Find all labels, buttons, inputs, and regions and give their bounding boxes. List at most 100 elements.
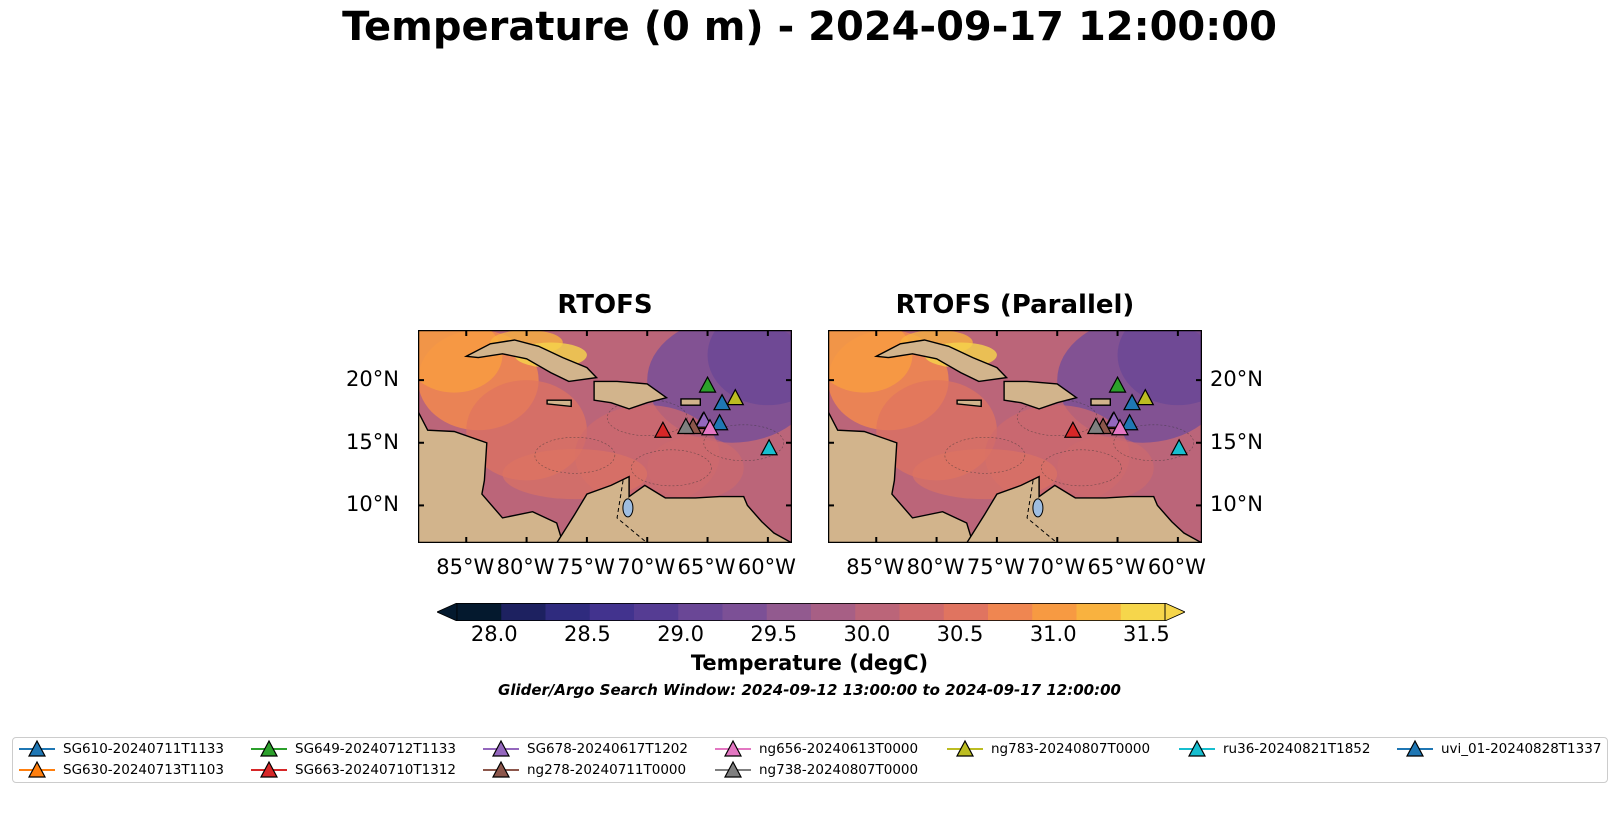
colorbar-tick-label: 30.5 bbox=[936, 622, 984, 646]
lon-label-right: 75°W bbox=[966, 555, 1025, 579]
bathymetry-contour bbox=[631, 449, 712, 487]
legend-label: ng656-20240613T0000 bbox=[759, 741, 919, 757]
lon-label-right: 80°W bbox=[906, 555, 965, 579]
bathymetry-contour bbox=[534, 436, 616, 474]
country-border bbox=[1026, 480, 1058, 543]
panel-title-rtofs-parallel: RTOFS (Parallel) bbox=[895, 290, 1135, 320]
legend-item: ng656-20240613T0000 bbox=[715, 739, 918, 759]
lon-label-left: 70°W bbox=[617, 555, 676, 579]
legend-label: SG663-20240710T1312 bbox=[295, 762, 456, 778]
lon-label-right: 60°W bbox=[1147, 555, 1206, 579]
colorbar-segment bbox=[855, 603, 900, 621]
colorbar-tick-label: 28.0 bbox=[470, 622, 518, 646]
legend-marker-icon bbox=[483, 739, 519, 757]
colorbar-title: Temperature (degC) bbox=[690, 651, 929, 675]
legend-label: uvi_01-20240828T1337 bbox=[1441, 741, 1602, 757]
temperature-patch bbox=[828, 330, 913, 393]
bathymetry-contour bbox=[1113, 424, 1195, 462]
lat-label-right: 15°N bbox=[1210, 429, 1263, 454]
legend-label: SG678-20240617T1202 bbox=[527, 741, 688, 757]
bathymetry-contour bbox=[944, 436, 1026, 474]
legend-item: ng783-20240807T0000 bbox=[947, 739, 1150, 759]
land-puertoRico bbox=[680, 398, 701, 406]
lon-label-left: 65°W bbox=[677, 555, 736, 579]
colorbar-tick-label: 30.0 bbox=[843, 622, 891, 646]
legend-label: ng783-20240807T0000 bbox=[991, 741, 1151, 757]
colorbar-segment bbox=[766, 603, 812, 621]
map-svg bbox=[418, 330, 792, 543]
legend-marker-icon bbox=[251, 760, 287, 778]
legend-label: ng278-20240711T0000 bbox=[527, 762, 687, 778]
glider-marker-uvi_01-20240828T1337 bbox=[1123, 393, 1142, 411]
lon-label-left: 60°W bbox=[737, 555, 796, 579]
country-border bbox=[616, 480, 648, 543]
colorbar-min-extend bbox=[436, 602, 458, 622]
legend-label: ng738-20240807T0000 bbox=[759, 762, 919, 778]
colorbar-border bbox=[456, 603, 1166, 621]
lat-label-left: 20°N bbox=[346, 367, 399, 392]
figure-title: Temperature (0 m) - 2024-09-17 12:00:00 bbox=[342, 4, 1277, 50]
lat-label-left: 15°N bbox=[346, 429, 399, 454]
legend-marker-icon bbox=[1397, 739, 1433, 757]
legend-marker-icon bbox=[715, 760, 751, 778]
glider-marker-ru36-20240821T1852 bbox=[1170, 438, 1189, 456]
colorbar-tick-label: 29.0 bbox=[657, 622, 704, 646]
bathymetry-contour bbox=[1041, 449, 1122, 487]
lon-label-right: 85°W bbox=[846, 555, 905, 579]
legend-item: uvi_01-20240828T1337 bbox=[1397, 739, 1601, 759]
glider-marker-SG610-20240711T1133 bbox=[1120, 413, 1139, 431]
colorbar-segment bbox=[722, 603, 768, 621]
colorbar-segment bbox=[634, 603, 679, 621]
legend-item: SG663-20240710T1312 bbox=[251, 760, 456, 780]
lon-label-left: 85°W bbox=[436, 555, 495, 579]
glider-marker-SG663-20240710T1312 bbox=[1063, 420, 1082, 438]
land-centralAmerica bbox=[828, 330, 974, 543]
glider-marker-SG663-20240710T1312 bbox=[653, 420, 672, 438]
map-frame-border bbox=[418, 330, 792, 543]
glider-marker-uvi_01-20240828T1337 bbox=[713, 393, 732, 411]
colorbar-segment bbox=[457, 603, 502, 621]
land-puertoRico bbox=[1090, 398, 1111, 406]
colorbar bbox=[436, 602, 1186, 622]
glider-marker-ng738-20240807T0000 bbox=[676, 417, 695, 435]
lake-maracaibo bbox=[622, 498, 634, 518]
lat-label-right: 10°N bbox=[1210, 492, 1263, 517]
legend-label: SG610-20240711T1133 bbox=[63, 741, 224, 757]
lake-maracaibo bbox=[1032, 498, 1044, 518]
panel-title-rtofs: RTOFS bbox=[557, 290, 653, 320]
colorbar-segment bbox=[811, 603, 856, 621]
colorbar-segment bbox=[501, 603, 546, 621]
glider-marker-ng738-20240807T0000 bbox=[1086, 417, 1105, 435]
temperature-patch bbox=[647, 436, 744, 500]
legend-item: ru36-20240821T1852 bbox=[1179, 739, 1370, 759]
legend-marker-icon bbox=[947, 739, 983, 757]
land-cuba bbox=[463, 339, 599, 383]
colorbar-segment bbox=[1120, 603, 1166, 621]
land-jamaica bbox=[546, 399, 572, 408]
legend-label: SG649-20240712T1133 bbox=[295, 741, 456, 757]
colorbar-tick-label: 28.5 bbox=[564, 622, 611, 646]
temperature-patch bbox=[418, 330, 503, 393]
temperature-patch bbox=[1057, 436, 1154, 500]
legend-marker-icon bbox=[251, 739, 287, 757]
glider-marker-ru36-20240821T1852 bbox=[760, 438, 779, 456]
lon-label-left: 75°W bbox=[556, 555, 615, 579]
legend-item: SG630-20240713T1103 bbox=[19, 760, 224, 780]
land-centralAmerica bbox=[418, 330, 564, 543]
map-panel-rtofs-parallel bbox=[828, 330, 1202, 543]
lat-label-left: 10°N bbox=[346, 492, 399, 517]
legend-item: SG610-20240711T1133 bbox=[19, 739, 224, 759]
colorbar-tick-label: 31.0 bbox=[1029, 622, 1077, 646]
map-frame-border bbox=[828, 330, 1202, 543]
lat-label-right: 20°N bbox=[1210, 367, 1263, 392]
glider-marker-SG649-20240712T1133 bbox=[698, 375, 717, 393]
legend-marker-icon bbox=[1179, 739, 1215, 757]
colorbar-segment bbox=[943, 603, 989, 621]
colorbar-tick-label: 31.5 bbox=[1122, 622, 1170, 646]
colorbar-segment bbox=[678, 603, 723, 621]
map-panel-rtofs bbox=[418, 330, 792, 543]
legend-item: SG678-20240617T1202 bbox=[483, 739, 688, 759]
glider-marker-SG649-20240712T1133 bbox=[1108, 375, 1127, 393]
colorbar-segment bbox=[988, 603, 1033, 621]
glider-marker-ng656-20240613T0000 bbox=[700, 418, 719, 436]
